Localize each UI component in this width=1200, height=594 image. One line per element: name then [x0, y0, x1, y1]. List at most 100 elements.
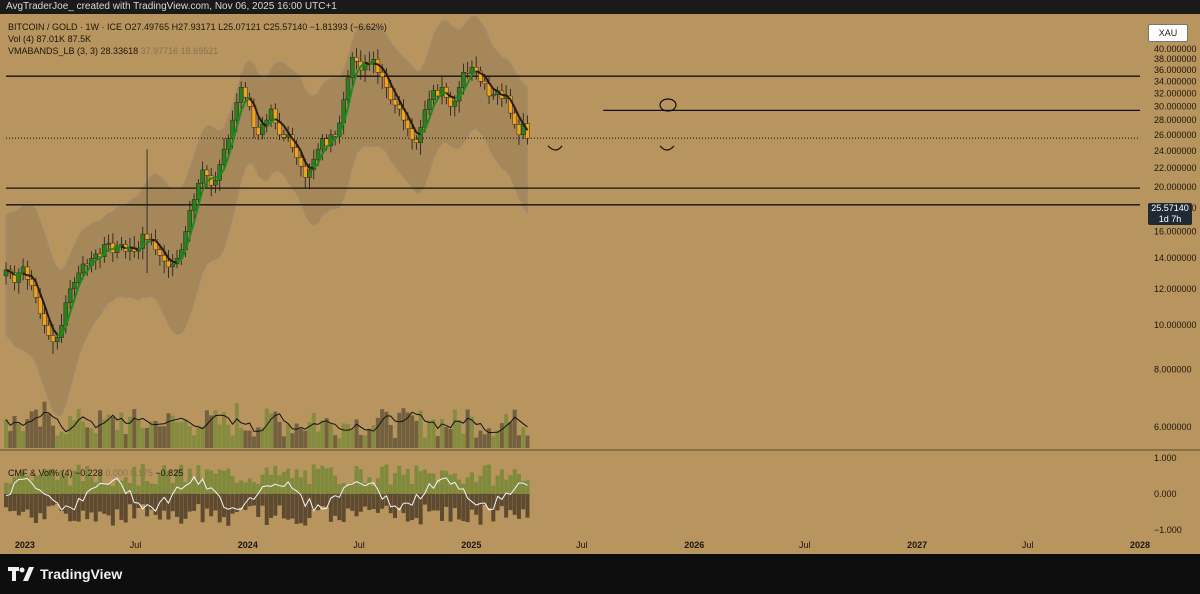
cmf-bar-up — [200, 479, 205, 494]
candle-body — [315, 148, 321, 160]
candle-body — [204, 169, 210, 176]
cmf-bar-up — [512, 469, 517, 494]
ma-segment — [313, 162, 319, 169]
volume-bar — [153, 420, 158, 448]
volume-bar — [196, 425, 201, 448]
ma-segment — [22, 272, 28, 277]
volume-bar — [119, 412, 124, 448]
cmf-bar-up — [21, 471, 26, 494]
cmf-bar-down — [247, 494, 252, 507]
cmf-bar-down — [341, 494, 346, 522]
cmf-bar-down — [179, 494, 184, 524]
volume-bar — [316, 431, 321, 448]
cmf-bar-down — [525, 494, 530, 518]
ma-segment — [86, 264, 93, 272]
cmf-bar-up — [217, 469, 222, 494]
drawing-annotations — [547, 98, 677, 151]
volume-bar — [465, 409, 470, 448]
ma-segment — [82, 270, 89, 278]
candle-body — [388, 87, 393, 100]
cmf-bar-up — [157, 473, 162, 494]
volume-bar — [183, 419, 188, 448]
cmf-bar-down — [431, 494, 436, 511]
level-lines — [6, 75, 1140, 206]
candle-body — [307, 169, 312, 178]
cmf-bar-up — [397, 465, 402, 494]
tradingview-logo[interactable]: TradingView — [8, 566, 122, 582]
candle-body — [409, 128, 415, 140]
volume-bar — [311, 412, 316, 448]
legend-high: H27.93171 — [171, 22, 216, 32]
time-axis-label: 2023 — [15, 540, 35, 550]
ma-segment — [69, 298, 76, 313]
header-bar: AvgTraderJoe_ created with TradingView.c… — [0, 0, 1200, 14]
cmf-bar-down — [102, 494, 107, 514]
cmf-bar-up — [102, 483, 107, 494]
volume-bar — [68, 416, 73, 448]
ma-segment — [475, 70, 481, 75]
ma-segment — [364, 61, 370, 66]
volume-bar — [140, 427, 145, 448]
cmf-bar-up — [431, 473, 436, 494]
cmf-v1: −0.228 — [75, 468, 103, 478]
cmf-bar-down — [123, 494, 128, 523]
cmf-bar-down — [273, 494, 278, 516]
ma-segment — [488, 82, 495, 90]
legend-title: BITCOIN / GOLD · 1W · ICE — [8, 22, 123, 32]
cmf-bar-up — [281, 471, 286, 494]
cmf-bar-down — [93, 494, 98, 522]
ma-segment — [522, 123, 529, 131]
candle-body — [264, 119, 269, 125]
price-axis-label: 32.000000 — [1154, 88, 1197, 98]
cmf-bar-up — [63, 475, 68, 494]
ma-segment — [180, 250, 187, 261]
ma-segment — [513, 107, 520, 117]
ma-segment — [334, 134, 341, 140]
ma-segment — [385, 73, 392, 85]
cmf-bar-up — [8, 483, 13, 494]
candle-body — [213, 180, 218, 186]
cmf-bar-down — [25, 494, 30, 510]
cmf-bar-up — [213, 473, 218, 494]
volume-bar — [85, 427, 90, 448]
ma-segment — [90, 259, 97, 266]
cmf-bar-down — [42, 494, 47, 520]
ma-segment — [304, 161, 311, 169]
cmf-bar-up — [119, 480, 124, 494]
legend-vmabands-v3: 18.69521 — [180, 46, 219, 56]
cmf-bar-up — [384, 464, 389, 494]
ma-segment — [257, 115, 264, 124]
cmf-bar-up — [68, 485, 73, 494]
volume-bar — [440, 419, 445, 448]
ma-segment — [235, 110, 243, 128]
cmf-bar-down — [153, 494, 158, 515]
cmf-bar-down — [358, 494, 363, 512]
volume-bar — [461, 433, 466, 448]
volume-bar — [239, 427, 244, 448]
volume-bar — [226, 424, 231, 448]
volume-bar — [166, 413, 171, 448]
volume-bar — [42, 401, 47, 448]
symbol-badge[interactable]: XAU — [1148, 24, 1188, 42]
time-axis-label: Jul — [353, 540, 365, 550]
volume-bar — [422, 437, 427, 448]
ma-segment — [30, 275, 37, 283]
volume-bar — [89, 428, 94, 448]
ma-segment — [223, 157, 230, 170]
volume-bar — [307, 422, 312, 448]
ma-segment — [479, 72, 486, 77]
price-tag: 25.57140 1d 7h — [1148, 203, 1192, 225]
ma-segment — [402, 107, 409, 117]
cmf-bar-up — [222, 470, 227, 494]
ma-segment — [159, 245, 165, 252]
legend-close: C25.57140 — [263, 22, 308, 32]
candle-body — [140, 233, 145, 249]
cmf-bar-up — [482, 465, 487, 494]
cmf-v2: 0.000 — [105, 468, 128, 478]
cmf-bar-up — [76, 464, 81, 494]
candle-body — [469, 67, 475, 74]
volume-bar — [162, 426, 167, 448]
volume-bar — [200, 426, 205, 448]
ma-segment — [394, 91, 401, 101]
